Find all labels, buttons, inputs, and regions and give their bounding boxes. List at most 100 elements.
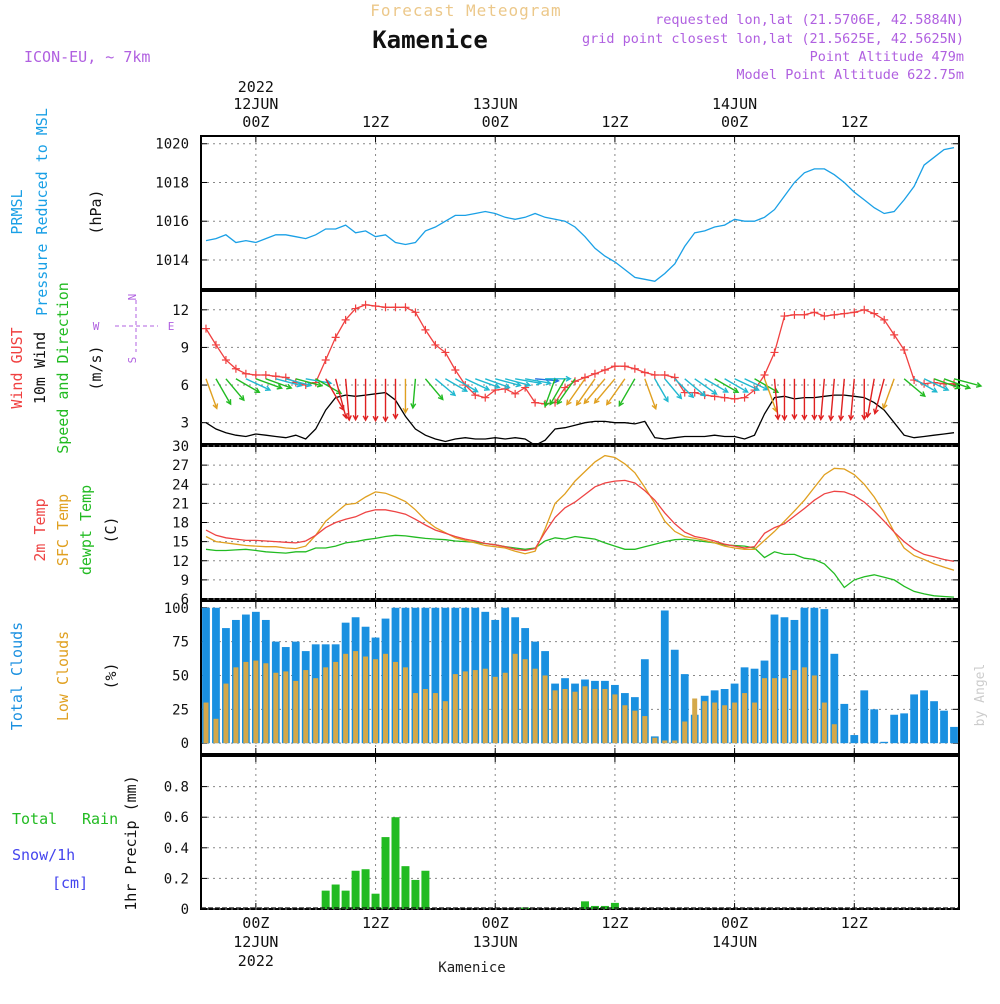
total-cloud-bar: [212, 607, 220, 744]
total-cloud-bar: [680, 674, 689, 744]
low-cloud-bar: [821, 702, 827, 744]
bottom-date-label: 13JUN: [473, 933, 518, 951]
gust-marker: [201, 324, 210, 333]
clouds-unit-label: (%): [102, 662, 120, 689]
wind-direction-arrow: [811, 378, 818, 421]
wind-arrow-head: [549, 399, 555, 406]
wind-arrow-head: [861, 414, 868, 421]
temperature-ytick-label: 30: [172, 439, 189, 455]
rain-bar: [361, 869, 370, 909]
wind-direction-arrow: [410, 378, 417, 410]
wind-arrow-head: [494, 383, 501, 390]
low-cloud-bar: [363, 656, 369, 744]
gust-marker: [640, 368, 649, 377]
wind-arrow-head: [651, 403, 658, 411]
bottom-time-label: 00Z: [242, 914, 269, 932]
total-cloud-bar: [810, 607, 819, 744]
low-cloud-bar: [442, 701, 448, 744]
low-cloud-bar: [273, 672, 279, 744]
top-time-label: 12Z: [841, 113, 868, 131]
wind-arrow-shaft: [684, 378, 706, 397]
wind-direction-arrow: [873, 378, 885, 415]
gust-marker: [820, 312, 829, 321]
wind-arrow-shaft: [734, 378, 759, 391]
top-time-label: 00Z: [482, 113, 509, 131]
compass-north: N: [126, 294, 139, 301]
pressure-line: [205, 146, 955, 282]
top-date-label: 2022: [238, 78, 274, 96]
total-clouds-axis-label: Total Clouds: [8, 622, 26, 730]
total-cloud-bar: [900, 713, 909, 744]
total-cloud-bar: [830, 653, 839, 744]
low-cloud-bar: [552, 690, 558, 744]
wind-arrow-shaft: [525, 378, 551, 384]
wind-direction-arrow: [543, 378, 556, 408]
gridpoint-coords: grid point closest lon,lat (21.5625E, 42…: [582, 31, 964, 47]
temperature-ytick-label: 12: [172, 554, 189, 570]
wind-direction-arrow: [235, 378, 261, 394]
total-cloud-bar: [431, 607, 440, 744]
temperature-ytick-label: 24: [172, 477, 189, 493]
wind-arrow-head: [212, 403, 219, 410]
wind-ytick-label: 6: [181, 378, 189, 394]
wind-arrow-shaft: [644, 378, 657, 410]
wind-arrow-head: [461, 386, 469, 392]
low-cloud-bar: [303, 670, 309, 744]
total-cloud-bar: [910, 694, 919, 744]
low-cloud-bar: [462, 671, 468, 744]
wind-direction-arrow: [724, 378, 749, 393]
gust-marker: [211, 340, 220, 349]
gust-marker: [371, 302, 380, 311]
low-cloud-bar: [203, 702, 209, 744]
wind-arrow-shaft: [454, 378, 478, 393]
wind-direction-arrow: [575, 378, 596, 407]
wind-arrow-shaft: [515, 378, 541, 385]
wind-direction-arrow: [953, 378, 983, 388]
low-cloud-bar: [622, 705, 628, 744]
wind-arrow-head: [264, 385, 272, 392]
snow-unit-label: [cm]: [52, 874, 88, 892]
gust-marker: [890, 330, 899, 339]
gust-marker: [261, 371, 270, 380]
wind-arrow-head: [781, 415, 788, 422]
wind-axis-label: 10m Wind: [31, 332, 49, 404]
wind-arrow-shaft: [485, 378, 510, 389]
clouds-ytick-label: 100: [164, 601, 189, 617]
total-cloud-bar: [840, 703, 849, 744]
wind-arrow-head: [828, 415, 835, 422]
gust-marker: [511, 389, 520, 398]
wind-arrow-shaft: [334, 378, 347, 419]
rain-bar: [341, 890, 350, 909]
wind-arrow-shaft: [566, 378, 586, 405]
wind-direction-arrow: [215, 378, 232, 406]
low-cloud-bar: [432, 693, 438, 744]
top-time-label: 12Z: [601, 113, 628, 131]
total-cloud-bar: [890, 714, 899, 744]
low-cloud-bar: [791, 670, 797, 744]
wind-arrow-shaft: [205, 378, 218, 409]
wind-arrow-head: [472, 386, 479, 393]
wind-arrow-head: [791, 414, 798, 421]
total-cloud-bar: [421, 607, 430, 744]
wind-direction-arrow: [674, 378, 695, 399]
wind-arrow-shaft: [544, 378, 556, 407]
low-cloud-bar: [642, 716, 648, 744]
wind-arrow-head: [362, 415, 369, 422]
wind-direction-arrow: [881, 378, 895, 410]
wind-arrow-head: [733, 387, 740, 394]
wind-direction-arrow: [372, 378, 379, 423]
wind-arrow-shaft: [882, 378, 895, 409]
precip-ytick-label: 0.8: [164, 780, 189, 796]
wind-direction-arrow: [454, 378, 479, 393]
pressure-frame: [200, 135, 960, 290]
wind-arrow-head: [543, 401, 550, 408]
total-cloud-bar: [202, 607, 210, 744]
wind-arrow-head: [711, 389, 718, 395]
wind-arrow-shaft: [744, 378, 769, 391]
wind-arrow-shaft: [255, 378, 282, 389]
rain-bar: [411, 879, 420, 909]
pressure-ytick-label: 1014: [155, 253, 189, 269]
wind-arrow-head: [753, 385, 760, 392]
wind-arrow-head: [943, 385, 950, 392]
